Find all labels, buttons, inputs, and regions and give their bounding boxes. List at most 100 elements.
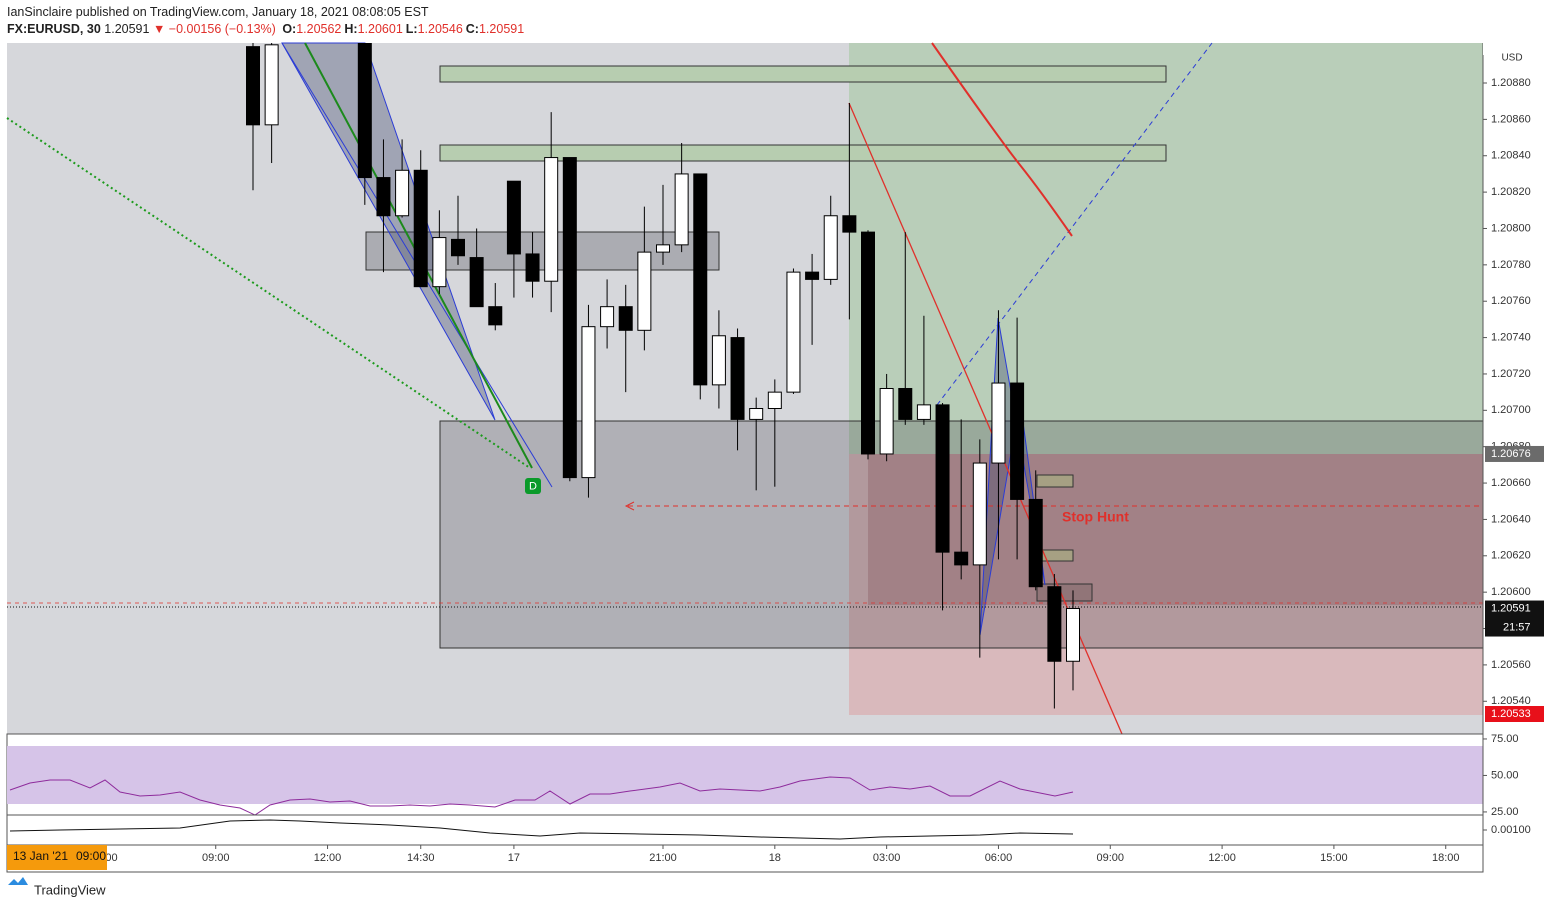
candle-body	[935, 404, 950, 553]
candle-body	[972, 462, 987, 566]
curve	[931, 42, 1073, 237]
macd-tick-label: 0.00100	[1491, 824, 1531, 836]
header-quote: FX:EURUSD, 30 1.20591 ▼ −0.00156 (−0.13%…	[7, 22, 524, 36]
change: −0.00156 (−0.13%)	[168, 22, 276, 36]
candle-body	[823, 215, 838, 280]
candle-body	[469, 257, 484, 308]
candle-body	[879, 388, 894, 455]
y-tick-label: 1.20860	[1491, 113, 1531, 125]
small-box	[1036, 583, 1093, 602]
ohlc-key: O:	[282, 22, 297, 36]
y-tick-label: 1.20600	[1491, 586, 1531, 598]
x-tick-label: 12:00	[314, 852, 342, 864]
brand: TradingView	[34, 882, 106, 897]
y-tick-label: 1.20540	[1491, 695, 1531, 707]
candle-body	[954, 551, 969, 566]
candle-body	[395, 169, 410, 217]
target-zone	[849, 43, 1483, 454]
candle-body	[600, 306, 615, 328]
annotation: Stop Hunt	[1062, 509, 1129, 525]
macd-line	[9, 819, 1074, 840]
x-tick-label: 17	[508, 852, 520, 864]
candle-body	[618, 306, 633, 331]
date-box-time: 09:00	[76, 849, 106, 863]
marker-box	[525, 478, 541, 494]
candles	[246, 43, 1080, 709]
candle-body	[805, 271, 820, 280]
candle-body	[1028, 498, 1043, 588]
last-price: 1.20591	[104, 22, 150, 36]
candle-body	[246, 46, 260, 126]
candle-body	[1010, 382, 1025, 500]
y-tick-label: 1.20840	[1491, 150, 1531, 162]
x-tick-label: 09:00	[202, 852, 230, 864]
x-tick-label: 18	[769, 852, 781, 864]
x-tick-label: 12:00	[1208, 852, 1236, 864]
x-tick-label: 18:00	[1432, 852, 1460, 864]
price-label: 1.20533	[1491, 708, 1531, 720]
y-tick-label: 1.20700	[1491, 404, 1531, 416]
candle-body	[786, 271, 801, 393]
candle-body	[264, 44, 279, 126]
candle-body	[749, 408, 764, 420]
ohlc: O:1.20562 H:1.20601 L:1.20546 C:1.20591	[279, 22, 524, 36]
x-tick-label: 14:30	[407, 852, 435, 864]
candle-body	[525, 253, 540, 282]
candle-body	[916, 404, 931, 420]
arrow-head	[624, 501, 635, 511]
ohlc-value: 1.20591	[478, 22, 525, 36]
green-box	[439, 65, 1167, 83]
header-title: IanSinclaire published on TradingView.co…	[7, 5, 429, 19]
symbol: FX:EURUSD, 30	[7, 22, 101, 36]
x-tick-label: 06:00	[985, 852, 1013, 864]
down-arrow: ▼	[152, 22, 166, 36]
candle-body	[1047, 586, 1062, 662]
ohlc-value: 1.20562	[296, 22, 342, 36]
price-label-box	[1485, 705, 1544, 722]
candle-body	[413, 169, 428, 288]
ohlc-key: C:	[465, 22, 479, 36]
y-tick-label: 1.20660	[1491, 477, 1531, 489]
candle-body	[432, 237, 447, 288]
candle-body	[562, 157, 577, 479]
candle-body	[451, 238, 465, 257]
y-tick-label: 1.20800	[1491, 222, 1531, 234]
trend-line	[936, 42, 1213, 406]
candle-body	[1066, 608, 1080, 662]
candle-body	[357, 43, 372, 179]
ohlc-value: 1.20546	[417, 22, 463, 36]
ohlc-value: 1.20601	[357, 22, 403, 36]
y-tick-label: 1.20620	[1491, 550, 1531, 562]
marker: D	[529, 480, 537, 492]
x-tick-label: 03:00	[873, 852, 901, 864]
candle-body	[544, 157, 559, 282]
brand-logo	[8, 877, 28, 885]
y-tick-label: 1.20740	[1491, 331, 1531, 343]
y-tick-label: 1.20780	[1491, 259, 1531, 271]
macd-pane	[6, 814, 1484, 846]
y-tick-label: 1.20880	[1491, 77, 1531, 89]
stop-zone-inner	[868, 454, 1483, 605]
candle-body	[898, 388, 913, 420]
date-box	[7, 845, 107, 870]
ohlc-key: H:	[344, 22, 358, 36]
candle-body	[711, 335, 726, 386]
small-box	[1036, 474, 1074, 488]
ohlc-key: L:	[405, 22, 418, 36]
x-tick-label: 15:00	[1320, 852, 1348, 864]
y-tick-label: 1.20720	[1491, 368, 1531, 380]
candle-body	[506, 180, 521, 255]
candle-body	[656, 244, 670, 253]
x-tick-label: 21:00	[649, 852, 677, 864]
pattern	[281, 42, 496, 421]
candle-body	[842, 215, 857, 233]
y-tick-label: 1.20760	[1491, 295, 1531, 307]
time-axis	[6, 844, 1484, 873]
candle-body	[376, 177, 391, 217]
rsi-tick-label: 50.00	[1491, 769, 1519, 781]
candle-body	[693, 173, 708, 386]
candle-body	[767, 391, 782, 410]
rsi-tick-label: 25.00	[1491, 806, 1519, 818]
